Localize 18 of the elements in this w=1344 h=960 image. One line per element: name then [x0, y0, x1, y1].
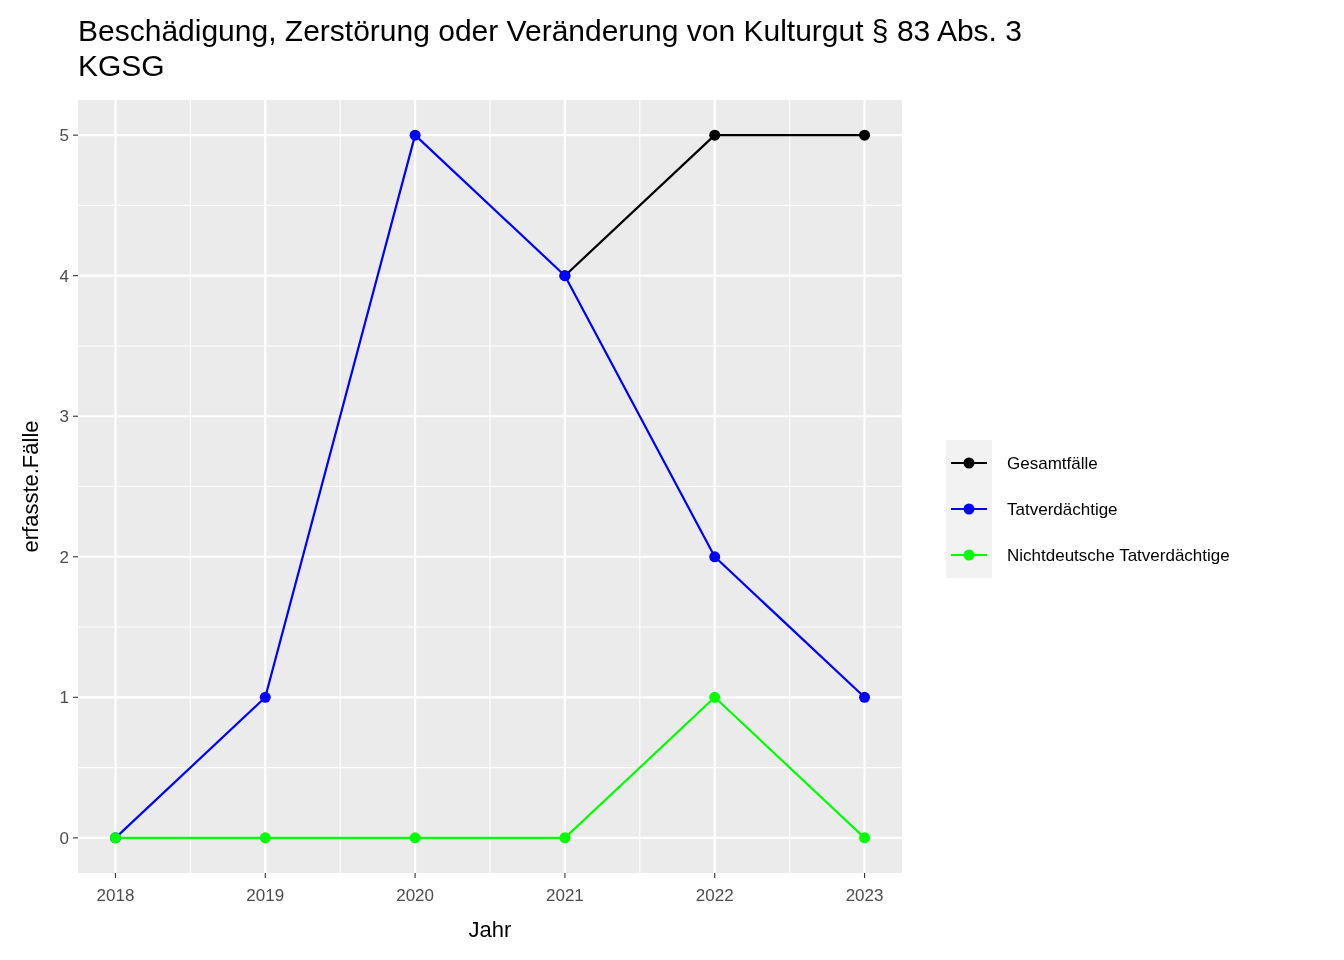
x-axis-title: Jahr: [468, 917, 512, 942]
x-tick-label: 2021: [546, 886, 584, 905]
legend-label: Gesamtfälle: [1007, 453, 1098, 473]
y-tick-label: 1: [59, 688, 69, 708]
y-tick-label: 4: [59, 266, 69, 286]
y-tick-label: 2: [59, 547, 69, 567]
x-tick-label: 2019: [246, 886, 285, 905]
x-tick-label: 2022: [695, 886, 734, 905]
y-tick-label: 3: [59, 407, 69, 427]
y-tick-label: 0: [59, 828, 69, 848]
legend-label: Nichtdeutsche Tatverdächtige: [1007, 545, 1230, 565]
y-tick-label: 5: [59, 126, 69, 146]
x-tick-label: 2018: [96, 886, 135, 905]
x-tick-label: 2020: [396, 886, 434, 905]
chart-title: Beschädigung, Zerstörung oder Veränderung von Kulturgut § 83 Abs. 3 KGSG: [78, 14, 1022, 82]
x-tick-label: 2023: [845, 886, 884, 905]
legend-label: Tatverdächtige: [1007, 499, 1118, 519]
y-axis-title: erfasste.Fälle: [18, 420, 43, 553]
